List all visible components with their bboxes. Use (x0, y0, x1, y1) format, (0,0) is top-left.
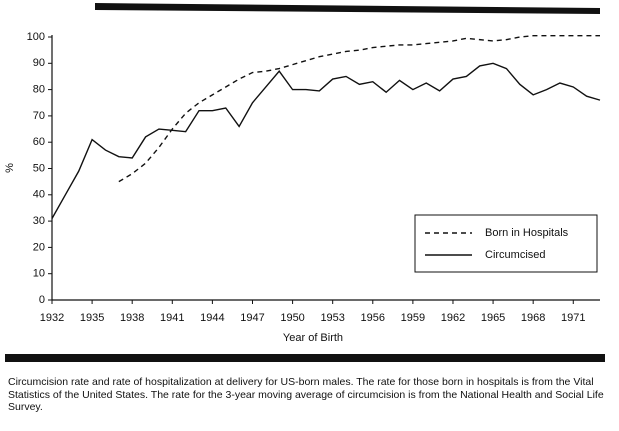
y-tick-label: 10 (33, 268, 45, 280)
y-tick-label: 100 (27, 31, 45, 43)
x-tick-label: 1932 (40, 312, 64, 324)
x-tick-label: 1953 (320, 312, 344, 324)
top-band (95, 3, 600, 14)
y-tick-label: 30 (33, 215, 45, 227)
x-axis-label: Year of Birth (283, 332, 343, 344)
y-tick-label: 0 (39, 294, 45, 306)
y-tick-label: 90 (33, 57, 45, 69)
x-tick-label: 1968 (521, 312, 545, 324)
caption-band (5, 354, 605, 362)
y-tick-label: 70 (33, 110, 45, 122)
x-tick-label: 1956 (361, 312, 385, 324)
y-tick-label: 40 (33, 189, 45, 201)
x-tick-label: 1941 (160, 312, 184, 324)
y-axis-label: % (4, 163, 16, 173)
y-tick-label: 80 (33, 84, 45, 96)
y-tick-label: 60 (33, 136, 45, 148)
x-tick-label: 1947 (240, 312, 264, 324)
x-tick-label: 1944 (200, 312, 224, 324)
legend-box (414, 214, 598, 273)
x-tick-label: 1962 (441, 312, 465, 324)
y-tick-label: 50 (33, 162, 45, 174)
series-line (51, 62, 601, 219)
x-tick-label: 1959 (401, 312, 425, 324)
x-tick-label: 1971 (561, 312, 585, 324)
legend-label: Born in Hospitals (485, 227, 569, 239)
y-tick-label: 20 (33, 241, 45, 253)
series-line (118, 34, 600, 183)
caption: Circumcision rate and rate of hospitaliz… (8, 376, 604, 413)
x-tick-label: 1935 (80, 312, 104, 324)
x-tick-label: 1938 (120, 312, 144, 324)
legend-label: Circumcised (485, 249, 546, 261)
x-tick-label: 1965 (481, 312, 505, 324)
x-tick-label: 1950 (280, 312, 304, 324)
